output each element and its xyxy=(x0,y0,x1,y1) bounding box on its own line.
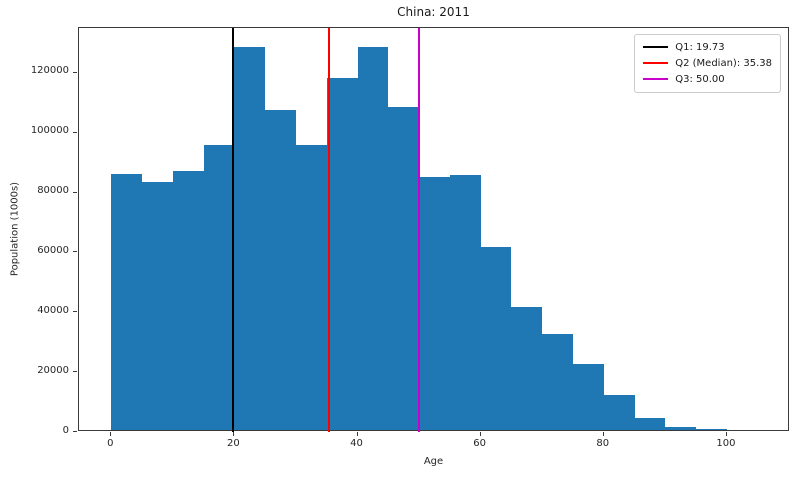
x-tick-label: 0 xyxy=(107,438,114,449)
legend-entry-label: Q3: 50.00 xyxy=(675,73,725,85)
histogram-bar xyxy=(419,176,450,430)
histogram-bar xyxy=(265,109,296,430)
x-axis-label: Age xyxy=(423,456,444,467)
y-tick-label: 0 xyxy=(62,424,69,436)
histogram-bar xyxy=(203,145,235,430)
histogram-bar xyxy=(388,106,420,430)
histogram-bar xyxy=(511,306,543,430)
legend-entry-label: Q1: 19.73 xyxy=(675,41,725,53)
histogram-bar xyxy=(634,417,666,430)
histogram-bar xyxy=(234,46,266,430)
x-tick-label: 100 xyxy=(716,438,736,449)
q1-legend-line-swatch xyxy=(643,46,669,48)
legend-entry: Q3: 50.00 xyxy=(643,71,772,87)
legend: Q1: 19.73 Q2 (Median): 35.38 Q3: 50.00 xyxy=(634,34,781,93)
q2-line xyxy=(328,28,330,432)
y-tick-label: 20000 xyxy=(37,364,69,376)
histogram-bar xyxy=(172,170,204,430)
legend-entry: Q1: 19.73 xyxy=(643,39,772,55)
y-tick-label: 40000 xyxy=(37,304,69,316)
histogram-bar xyxy=(295,144,327,430)
q3-line xyxy=(418,28,420,432)
histogram-bar xyxy=(665,426,697,430)
y-tick-mark xyxy=(73,431,77,432)
x-tick-label: 20 xyxy=(227,438,240,449)
y-axis-label: Population (1000s) xyxy=(9,181,21,277)
x-tick-mark xyxy=(602,432,604,436)
histogram-bar xyxy=(603,395,635,430)
histogram-bar xyxy=(449,174,481,430)
x-tick-label: 80 xyxy=(596,438,610,449)
histogram-bar xyxy=(542,334,573,430)
x-tick-mark xyxy=(479,432,481,436)
histogram-bar xyxy=(326,77,358,430)
y-tick-label: 100000 xyxy=(30,125,69,137)
histogram-bar xyxy=(357,46,389,430)
histogram-bar xyxy=(111,173,143,430)
histogram-bar xyxy=(480,247,512,430)
x-tick-mark xyxy=(233,432,235,436)
q2-legend-line-swatch xyxy=(643,62,669,64)
y-tick-mark xyxy=(73,131,77,133)
y-tick-label: 80000 xyxy=(37,185,69,197)
q1-line xyxy=(232,28,234,432)
histogram-bar xyxy=(142,181,173,430)
y-tick-label: 120000 xyxy=(30,65,69,77)
y-tick-mark xyxy=(73,251,77,253)
histogram-bar xyxy=(573,363,604,430)
histogram-bar xyxy=(696,429,727,430)
y-tick-mark xyxy=(73,371,77,373)
x-tick-mark xyxy=(110,432,112,436)
x-tick-label: 60 xyxy=(473,438,487,449)
x-tick-label: 40 xyxy=(350,438,363,449)
q3-legend-line-swatch xyxy=(643,78,669,80)
y-tick-mark xyxy=(73,311,77,313)
y-tick-mark xyxy=(73,71,77,73)
y-tick-label: 60000 xyxy=(37,244,69,256)
chart-title: China: 2011 xyxy=(397,5,470,19)
x-tick-mark xyxy=(356,432,358,436)
x-tick-mark xyxy=(725,432,727,436)
y-tick-mark xyxy=(73,191,77,193)
plot-area: Q1: 19.73 Q2 (Median): 35.38 Q3: 50.00 xyxy=(78,27,789,432)
legend-entry-label: Q2 (Median): 35.38 xyxy=(675,57,772,69)
legend-entry: Q2 (Median): 35.38 xyxy=(643,55,772,71)
